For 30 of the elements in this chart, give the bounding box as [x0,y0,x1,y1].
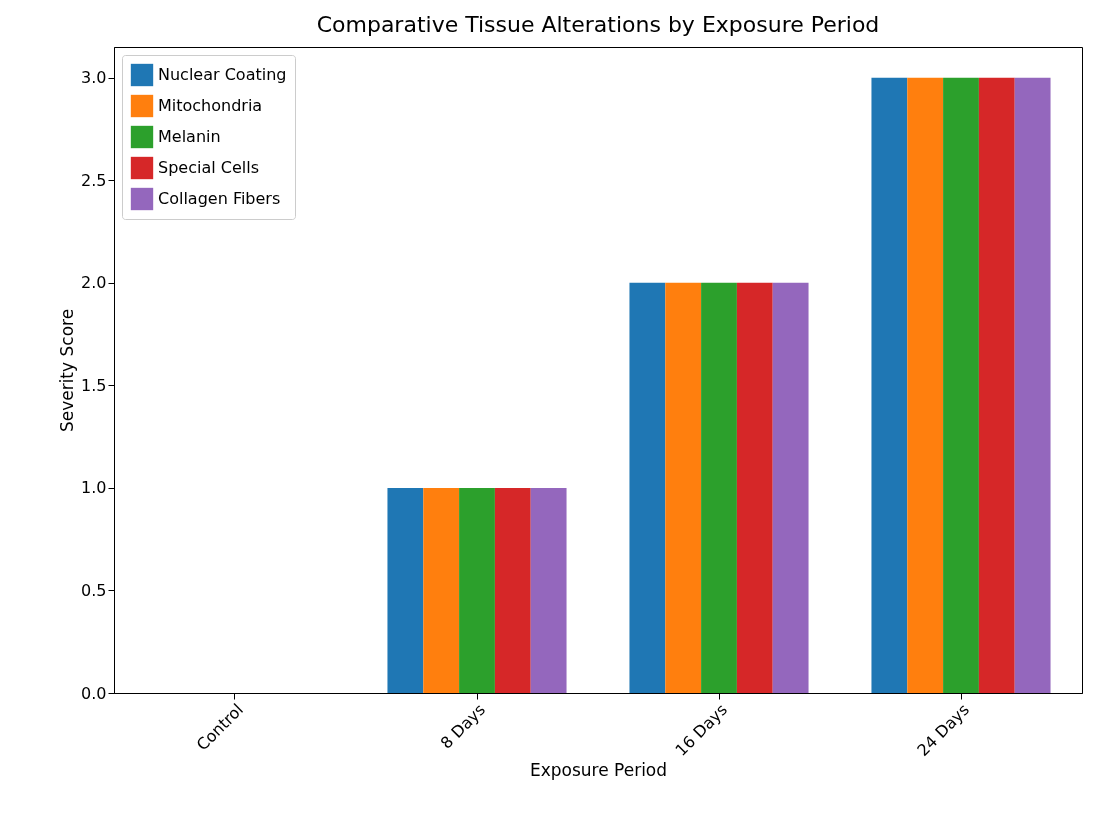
bar [1014,77,1051,693]
bar [943,77,979,693]
bar [736,282,773,693]
chart-title: Comparative Tissue Alterations by Exposure Period [316,12,880,37]
bar [423,487,460,693]
y-tick-label: 0.0 [81,683,107,703]
bar [494,487,531,693]
y-tick-label: 0.5 [81,580,107,600]
bar [665,282,702,693]
y-tick-label: 1.5 [81,375,107,395]
legend-label: Collagen Fibers [158,189,281,208]
bar [871,77,908,693]
bar [907,77,944,693]
y-tick-label: 3.0 [81,68,107,88]
bar [530,487,567,693]
x-axis-title: Exposure Period [529,760,668,781]
y-tick-label: 2.0 [81,273,107,293]
legend-label: Melanin [158,127,221,146]
bar [772,282,809,693]
bar [978,77,1015,693]
y-tick-label: 2.5 [81,170,107,190]
y-tick-label: 1.0 [81,478,107,498]
bar [701,282,737,693]
bar [629,282,666,693]
y-axis-title: Severity Score [57,308,78,433]
legend-label: Special Cells [158,158,259,177]
bar [387,487,424,693]
legend-label: Mitochondria [158,96,263,115]
bar [459,487,495,693]
legend-label: Nuclear Coating [158,65,287,84]
